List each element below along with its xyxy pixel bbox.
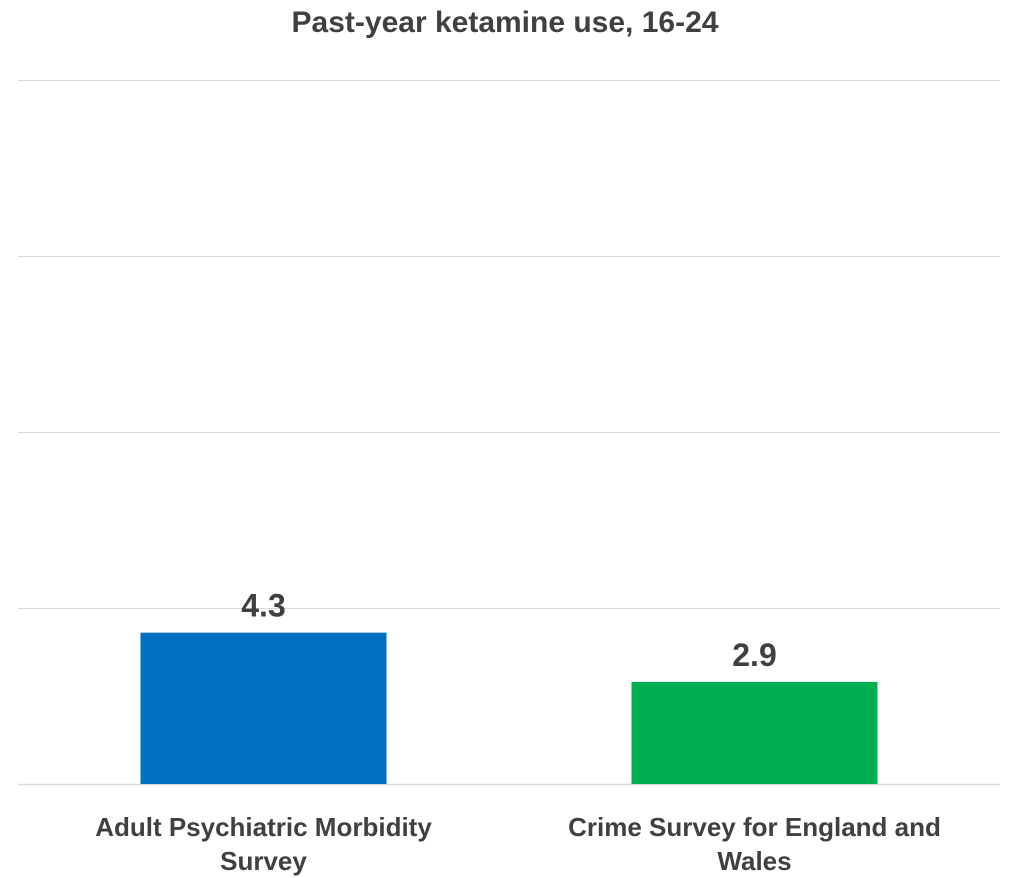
data-labels: 4.3 2.9: [241, 588, 776, 673]
bar-2: [631, 681, 878, 784]
gridlines: [18, 80, 1000, 786]
data-label-2: 2.9: [732, 637, 776, 673]
category-label-2: Crime Survey for England and Wales: [568, 812, 941, 876]
data-label-1: 4.3: [241, 588, 285, 624]
bar-1: [140, 632, 387, 784]
category-label-1: Adult Psychiatric Morbidity Survey: [95, 812, 432, 876]
chart-title: Past-year ketamine use, 16-24: [291, 6, 719, 39]
bars: [140, 632, 878, 784]
